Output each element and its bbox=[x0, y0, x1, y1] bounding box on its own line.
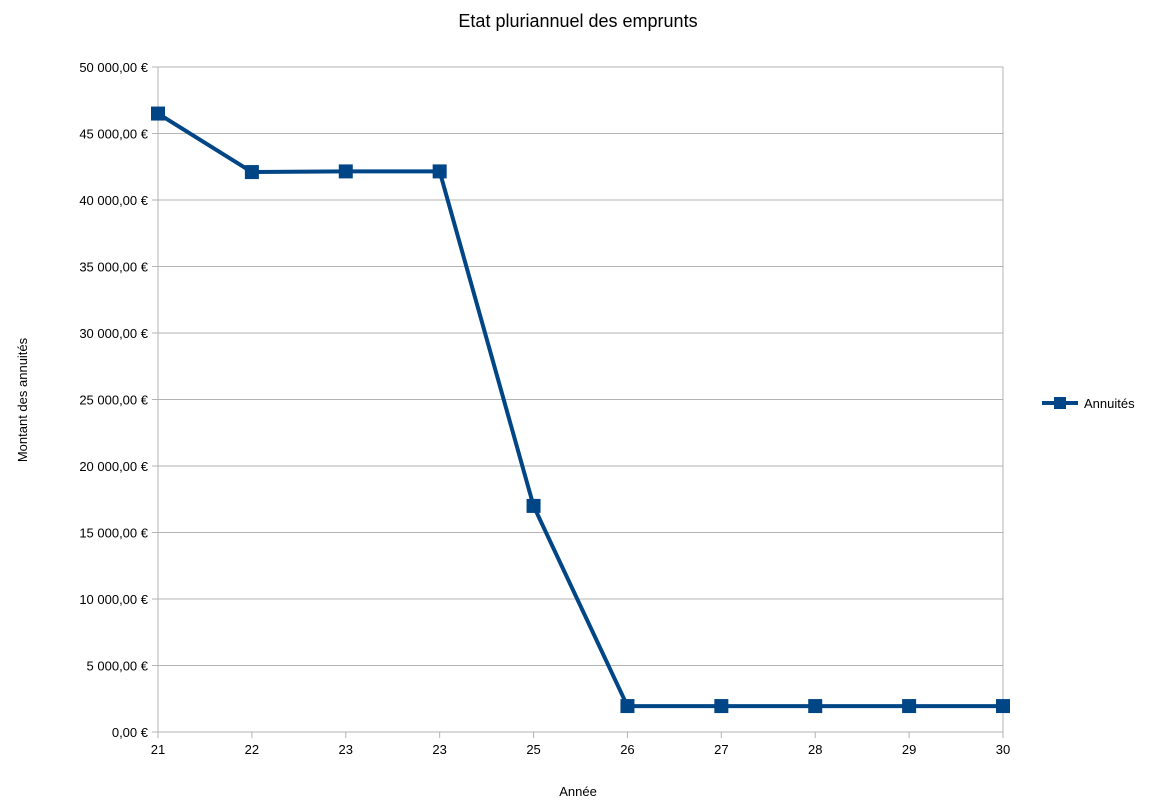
legend: Annuités bbox=[1042, 396, 1135, 411]
data-point bbox=[620, 699, 635, 714]
data-point bbox=[151, 106, 165, 121]
y-tick-label: 10 000,00 € bbox=[79, 592, 148, 607]
data-point bbox=[244, 165, 259, 180]
chart-title: Etat pluriannuel des emprunts bbox=[458, 11, 697, 31]
x-axis-ticks: 21 22 23 23 25 26 27 28 29 30 bbox=[151, 732, 1010, 757]
x-tick-label: 28 bbox=[808, 742, 822, 757]
data-point bbox=[714, 699, 729, 714]
x-tick-label: 23 bbox=[339, 742, 353, 757]
y-tick-label: 25 000,00 € bbox=[79, 393, 148, 408]
y-tick-label: 20 000,00 € bbox=[79, 459, 148, 474]
data-point bbox=[902, 699, 917, 714]
data-point bbox=[432, 164, 447, 179]
y-axis-ticks: 0,00 € 5 000,00 € 10 000,00 € 15 000,00 € 20… bbox=[79, 60, 158, 740]
legend-square-marker bbox=[1054, 397, 1066, 409]
x-tick-label: 23 bbox=[432, 742, 446, 757]
x-tick-label: 22 bbox=[245, 742, 259, 757]
x-tick-label: 26 bbox=[620, 742, 634, 757]
x-tick-label: 25 bbox=[526, 742, 540, 757]
x-axis-title: Année bbox=[559, 784, 597, 799]
data-point bbox=[996, 699, 1010, 714]
series-lines bbox=[151, 106, 1010, 714]
y-tick-label: 0,00 € bbox=[112, 725, 149, 740]
x-tick-label: 29 bbox=[902, 742, 916, 757]
legend-label-annuites: Annuités bbox=[1084, 396, 1135, 411]
data-point bbox=[808, 699, 823, 714]
data-point bbox=[526, 498, 541, 513]
y-tick-label: 45 000,00 € bbox=[79, 127, 148, 142]
y-axis-title: Montant des annuités bbox=[15, 337, 30, 462]
y-tick-label: 35 000,00 € bbox=[79, 260, 148, 275]
y-tick-label: 50 000,00 € bbox=[79, 60, 148, 75]
y-tick-label: 15 000,00 € bbox=[79, 526, 148, 541]
data-point bbox=[338, 164, 353, 179]
x-tick-label: 21 bbox=[151, 742, 165, 757]
x-tick-label: 30 bbox=[996, 742, 1010, 757]
gridlines bbox=[157, 66, 1004, 733]
y-tick-label: 30 000,00 € bbox=[79, 326, 148, 341]
series-line-0 bbox=[156, 111, 1003, 709]
y-tick-label: 40 000,00 € bbox=[79, 193, 148, 208]
x-tick-label: 27 bbox=[714, 742, 728, 757]
y-tick-label: 5 000,00 € bbox=[87, 659, 149, 674]
